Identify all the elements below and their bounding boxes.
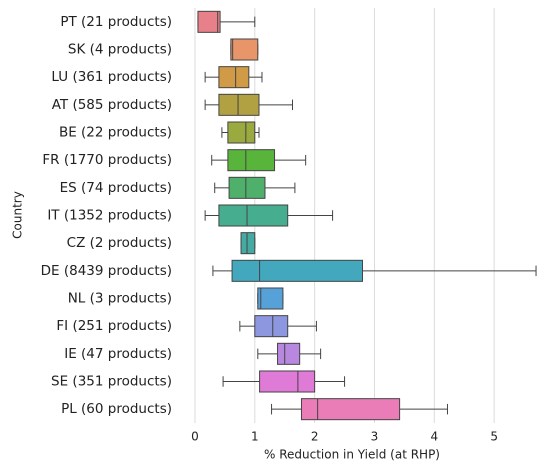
x-tick-label: 0: [191, 430, 199, 444]
y-tick-label: PT (21 products): [60, 14, 172, 30]
x-tick-label: 1: [251, 430, 259, 444]
box: [300, 398, 401, 421]
box: [259, 370, 316, 393]
box: [218, 93, 260, 116]
box: [230, 38, 259, 61]
y-tick-label: FI (251 products): [56, 318, 172, 334]
y-tick-label: CZ (2 products): [67, 235, 172, 251]
y-tick-label: SK (4 products): [68, 42, 172, 58]
y-tick-label: FR (1770 products): [42, 152, 172, 168]
y-tick-label: LU (361 products): [51, 69, 172, 85]
box: [240, 232, 256, 255]
box: [231, 259, 364, 282]
box: [227, 149, 276, 172]
x-tick-label: 2: [311, 430, 319, 444]
box: [197, 10, 221, 33]
box: [257, 287, 284, 310]
x-tick-label: 4: [430, 430, 438, 444]
y-tick-label: PL (60 products): [61, 401, 172, 417]
y-tick-label: BE (22 products): [59, 125, 172, 141]
box: [228, 176, 266, 199]
x-tick-label: 5: [490, 430, 498, 444]
x-axis-label: % Reduction in Yield (at RHP): [264, 448, 440, 462]
y-tick-label: SE (351 products): [51, 374, 172, 390]
x-tick-label: 3: [371, 430, 379, 444]
box: [218, 204, 289, 227]
y-tick-label: IE (47 products): [64, 346, 172, 362]
box: [227, 121, 256, 144]
y-tick-label: DE (8439 products): [41, 263, 172, 279]
box: [254, 315, 289, 338]
y-tick-label: NL (3 products): [68, 291, 172, 307]
y-tick-label: AT (585 products): [52, 97, 172, 113]
box: [277, 342, 301, 365]
y-tick-label: ES (74 products): [60, 180, 172, 196]
y-tick-label: IT (1352 products): [47, 208, 172, 224]
box: [218, 66, 250, 89]
y-axis-label: Country: [11, 191, 25, 239]
